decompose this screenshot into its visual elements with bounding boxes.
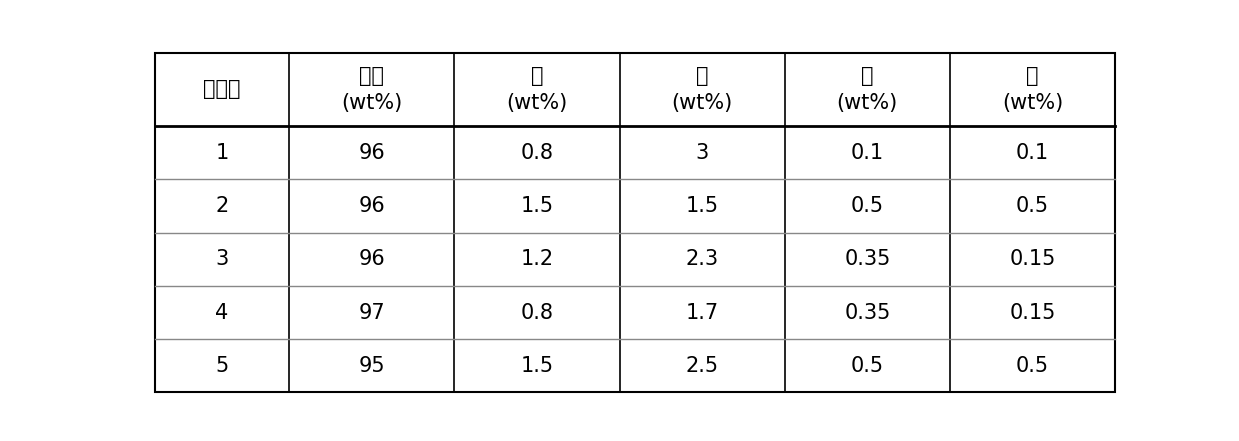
Text: 铬
(wt%): 铬 (wt%) (1002, 66, 1063, 112)
Text: 0.5: 0.5 (851, 196, 883, 216)
Text: 0.35: 0.35 (844, 249, 891, 269)
Text: 铁
(wt%): 铁 (wt%) (836, 66, 898, 112)
Text: 2.3: 2.3 (685, 249, 719, 269)
Text: 96: 96 (358, 196, 385, 216)
Text: 97: 97 (358, 303, 385, 322)
Text: 钴
(wt%): 钴 (wt%) (507, 66, 567, 112)
Text: 0.15: 0.15 (1010, 303, 1056, 322)
Text: 1.2: 1.2 (520, 249, 554, 269)
Text: 1.5: 1.5 (520, 196, 554, 216)
Text: 95: 95 (358, 356, 385, 376)
Text: 0.8: 0.8 (520, 142, 554, 163)
Text: 0.5: 0.5 (1016, 356, 1049, 376)
Text: 2.5: 2.5 (685, 356, 719, 376)
Text: 0.1: 0.1 (851, 142, 883, 163)
Text: 钨粉
(wt%): 钨粉 (wt%) (341, 66, 403, 112)
Text: 1: 1 (216, 142, 229, 163)
Text: 实施例: 实施例 (203, 79, 240, 99)
Text: 2: 2 (216, 196, 229, 216)
Text: 5: 5 (216, 356, 229, 376)
Text: 0.35: 0.35 (844, 303, 891, 322)
Text: 4: 4 (216, 303, 229, 322)
Text: 0.8: 0.8 (520, 303, 554, 322)
Text: 0.5: 0.5 (851, 356, 883, 376)
Text: 0.5: 0.5 (1016, 196, 1049, 216)
Text: 镍
(wt%): 镍 (wt%) (672, 66, 732, 112)
Text: 0.1: 0.1 (1016, 142, 1049, 163)
Text: 1.7: 1.7 (685, 303, 719, 322)
Text: 3: 3 (216, 249, 229, 269)
Text: 96: 96 (358, 142, 385, 163)
Text: 1.5: 1.5 (685, 196, 719, 216)
Text: 1.5: 1.5 (520, 356, 554, 376)
Text: 0.15: 0.15 (1010, 249, 1056, 269)
Text: 3: 3 (695, 142, 709, 163)
Text: 96: 96 (358, 249, 385, 269)
